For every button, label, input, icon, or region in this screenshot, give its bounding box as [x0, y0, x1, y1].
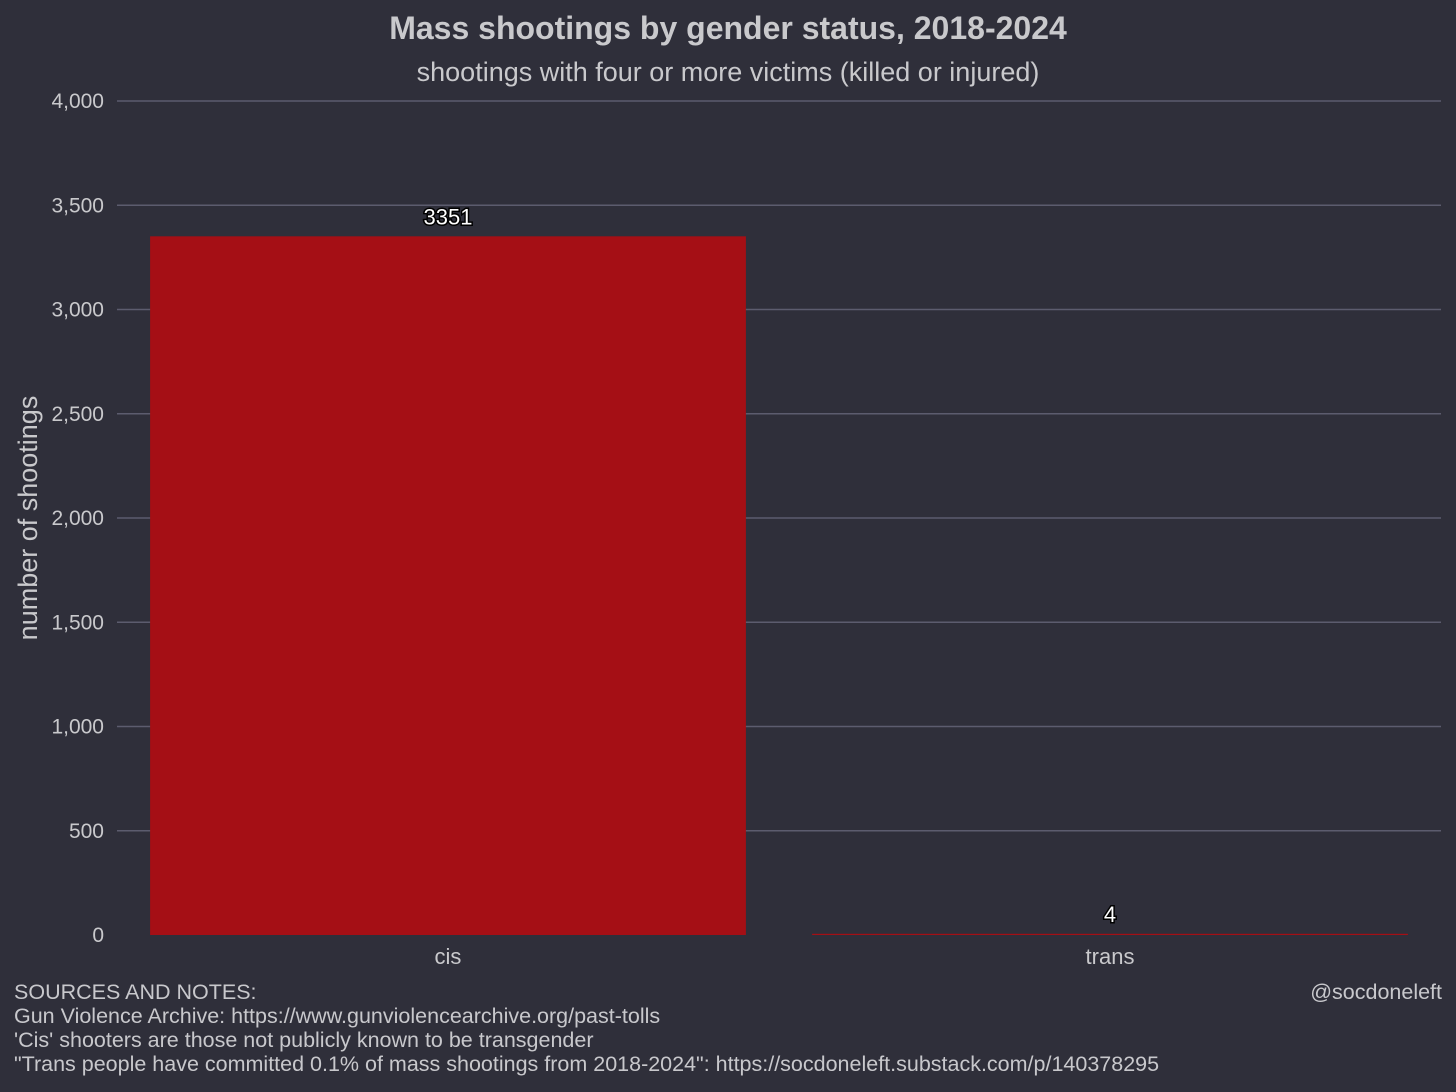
bars	[150, 236, 1408, 935]
data-label-cis: 3351	[424, 204, 473, 229]
chart-subtitle: shootings with four or more victims (kil…	[417, 57, 1040, 87]
x-category-label: trans	[1086, 944, 1135, 969]
footer-line-definition: 'Cis' shooters are those not publicly kn…	[14, 1028, 594, 1052]
y-tick-label: 3,000	[51, 299, 104, 322]
footer-heading: SOURCES AND NOTES:	[14, 980, 257, 1004]
y-tick-label: 1,000	[51, 716, 104, 739]
y-tick-label: 0	[92, 924, 104, 947]
y-tick-label: 1,500	[51, 611, 104, 634]
bar-trans	[812, 933, 1408, 935]
chart-title: Mass shootings by gender status, 2018-20…	[389, 10, 1067, 46]
footer-line-article: "Trans people have committed 0.1% of mas…	[14, 1052, 1160, 1076]
y-tick-label: 4,000	[51, 90, 104, 113]
y-tick-label: 2,500	[51, 403, 104, 426]
bar-chart: Mass shootings by gender status, 2018-20…	[13, 10, 1441, 969]
bar-cis	[150, 236, 746, 935]
author-credit: @socdoneleft	[1310, 980, 1442, 1004]
y-axis-ticks: 0 500 1,000 1,500 2,000 2,500 3,000 3,500 4,000	[51, 90, 104, 947]
y-tick-label: 2,000	[51, 507, 104, 530]
y-tick-label: 500	[69, 820, 104, 843]
y-axis-label: number of shootings	[13, 396, 43, 641]
footer-line-source: Gun Violence Archive: https://www.gunvio…	[14, 1004, 661, 1028]
x-category-label: cis	[435, 944, 462, 969]
sources-and-notes: SOURCES AND NOTES: Gun Violence Archive:…	[14, 980, 1159, 1076]
data-label-trans: 4	[1104, 902, 1116, 927]
data-labels: 3351 4	[422, 203, 1118, 929]
x-axis-categories: cis trans	[435, 944, 1135, 969]
y-tick-label: 3,500	[51, 194, 104, 217]
